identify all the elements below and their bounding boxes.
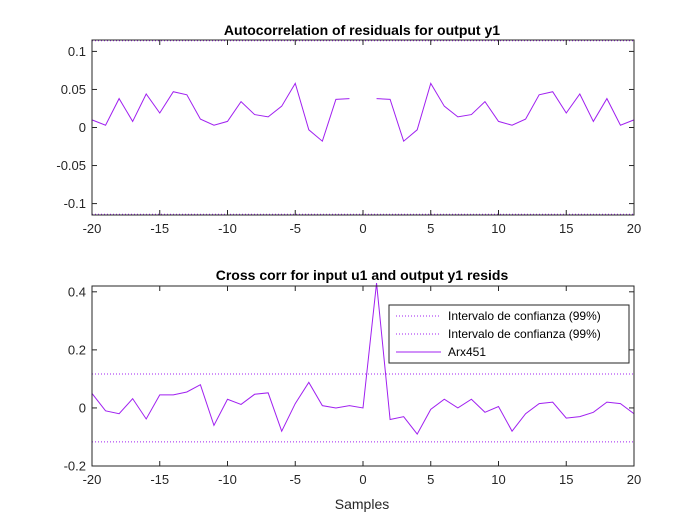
crosscorr-x-ticks: -20 -15 -10 -5 0 5 10 15 20 — [83, 286, 641, 487]
autocorr-x-tick-label: 20 — [627, 221, 641, 236]
legend-entry-arx451: Arx451 — [448, 345, 486, 359]
legend-entry-confidence-2: Intervalo de confianza (99%) — [448, 327, 601, 341]
crosscorr-marks — [91, 283, 635, 443]
autocorr-series-line — [376, 82, 635, 143]
crosscorr-x-tick-label: 10 — [491, 472, 505, 487]
crosscorr-panel: Cross corr for input u1 and output y1 re… — [64, 267, 642, 512]
autocorr-title: Autocorrelation of residuals for output … — [224, 22, 500, 38]
crosscorr-y-tick-label: 0 — [79, 400, 86, 415]
autocorr-y-tick-label: -0.1 — [64, 196, 86, 211]
crosscorr-x-tick-label: -5 — [289, 472, 301, 487]
legend: Intervalo de confianza (99%) Intervalo d… — [388, 304, 630, 364]
autocorr-x-tick-label: 5 — [427, 221, 434, 236]
autocorr-x-tick-label: 0 — [359, 221, 366, 236]
legend-entry-confidence-1: Intervalo de confianza (99%) — [448, 309, 601, 323]
crosscorr-x-tick-label: 0 — [359, 472, 366, 487]
autocorr-x-tick-label: -10 — [218, 221, 237, 236]
autocorr-x-ticks: -20 -15 -10 -5 0 5 10 15 20 — [83, 40, 641, 236]
crosscorr-x-tick-label: -20 — [83, 472, 102, 487]
crosscorr-y-tick-label: 0.4 — [68, 284, 86, 299]
autocorr-plot-area — [92, 40, 634, 215]
autocorr-x-tick-label: 10 — [491, 221, 505, 236]
autocorr-y-tick-label: 0.05 — [61, 82, 86, 97]
crosscorr-x-tick-label: 5 — [427, 472, 434, 487]
crosscorr-x-tick-label: 15 — [559, 472, 573, 487]
crosscorr-title: Cross corr for input u1 and output y1 re… — [216, 267, 509, 283]
crosscorr-x-tick-label: -10 — [218, 472, 237, 487]
autocorr-x-tick-label: -5 — [289, 221, 301, 236]
crosscorr-y-tick-label: 0.2 — [68, 342, 86, 357]
autocorr-panel: Autocorrelation of residuals for output … — [56, 22, 641, 236]
crosscorr-series-line — [91, 283, 635, 435]
autocorr-y-ticks: 0.1 0.05 0 -0.05 -0.1 — [56, 44, 634, 211]
autocorr-y-tick-label: 0 — [79, 120, 86, 135]
autocorr-series-line — [91, 82, 350, 143]
crosscorr-x-axis-label: Samples — [335, 496, 389, 512]
crosscorr-y-ticks: 0.4 0.2 0 -0.2 — [64, 284, 634, 474]
autocorr-y-tick-label: -0.05 — [56, 158, 86, 173]
autocorr-x-tick-label: -20 — [83, 221, 102, 236]
autocorr-x-tick-label: 15 — [559, 221, 573, 236]
autocorr-y-tick-label: 0.1 — [68, 44, 86, 59]
autocorr-x-tick-label: -15 — [150, 221, 169, 236]
crosscorr-x-tick-label: 20 — [627, 472, 641, 487]
crosscorr-y-tick-label: -0.2 — [64, 459, 86, 474]
crosscorr-x-tick-label: -15 — [150, 472, 169, 487]
